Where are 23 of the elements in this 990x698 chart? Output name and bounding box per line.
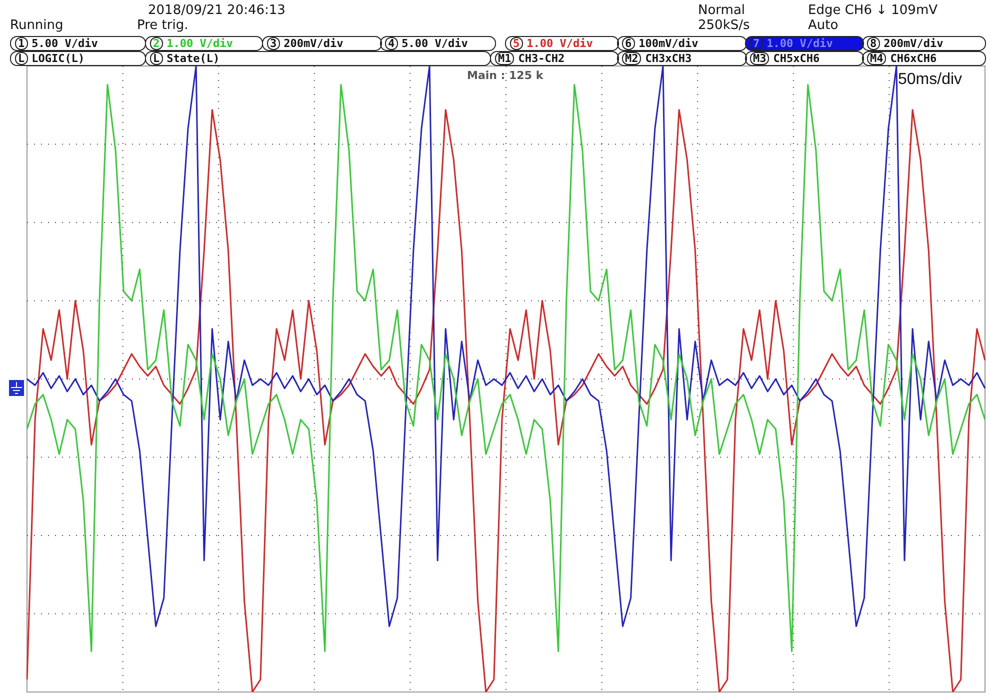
text: 5 1.00 V/div <box>512 37 593 50</box>
annotation: Main : 125 k <box>467 69 544 83</box>
text: 1 5.00 V/div <box>17 37 98 50</box>
text: Normal <box>698 3 746 18</box>
text: Pre trig. <box>137 18 188 33</box>
text: M3 CH5xCH6 <box>752 52 820 65</box>
text: 6 100mV/div <box>624 37 698 50</box>
text: Edge CH6 ↓ 109mV <box>808 3 938 18</box>
text: M2 CH3xCH3 <box>624 52 692 65</box>
text: 250kS/s <box>698 18 750 33</box>
text: 2 1.00 V/div <box>152 37 233 50</box>
text: M1 CH3-CH2 <box>497 52 565 65</box>
text: 8 200mV/div <box>869 37 944 50</box>
text: 3 200mV/div <box>269 37 344 50</box>
text: 7 1.00 V/div <box>752 37 833 50</box>
text: Auto <box>808 18 838 33</box>
text: L LOGIC(L) <box>17 52 85 65</box>
text: M4 CH6xCH6 <box>869 52 937 65</box>
annotation: 50ms/div <box>898 70 962 90</box>
text: 2018/09/21 20:46:13 <box>148 3 286 18</box>
text: Running <box>10 18 64 33</box>
text: 4 5.00 V/div <box>387 37 468 50</box>
text: L State(L) <box>152 52 220 65</box>
